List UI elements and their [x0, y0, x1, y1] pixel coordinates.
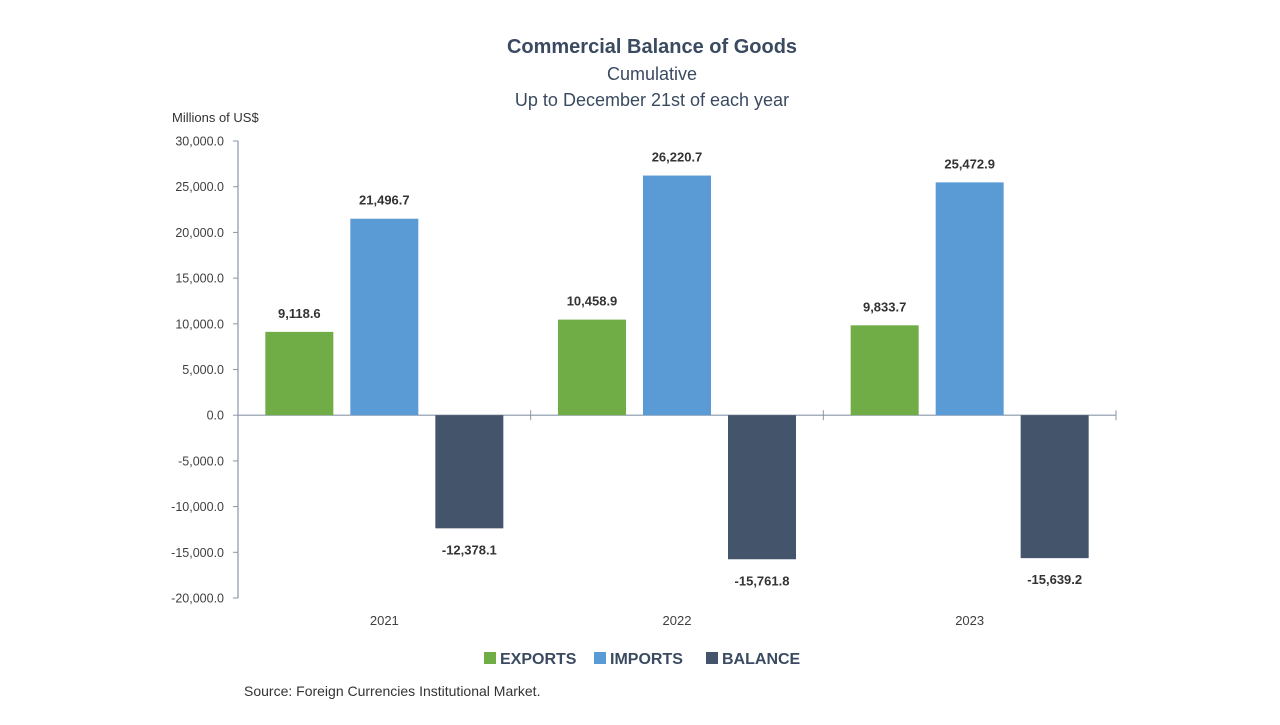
bar-exports-2023 [850, 325, 919, 416]
bar-exports-2022 [558, 319, 626, 416]
chart-title: Commercial Balance of Goods [507, 36, 797, 58]
chart-subtitle-line-1: Cumulative [607, 64, 697, 84]
y-tick-label: 0.0 [207, 409, 224, 423]
label-layer: 2021 9,118.6 21,496.7 -12,378.1 2022 10,458.9… [278, 150, 1082, 628]
legend-label-exports: EXPORTS [500, 651, 577, 668]
bar-imports-2023 [935, 182, 1004, 416]
legend-label-imports: IMPORTS [610, 651, 683, 668]
legend-swatch-balance [706, 652, 718, 664]
x-category-label: 2023 [955, 613, 984, 628]
data-label-exports-2022: 10,458.9 [567, 294, 618, 309]
y-tick-label: 25,000.0 [175, 180, 224, 194]
y-tick-label: 10,000.0 [175, 317, 224, 331]
y-tick-label: 30,000.0 [175, 135, 224, 149]
data-label-balance-2023: -15,639.2 [1027, 572, 1082, 587]
legend: EXPORTS IMPORTS BALANCE [484, 651, 801, 668]
data-label-exports-2023: 9,833.7 [863, 299, 906, 314]
y-tick-label: -15,000.0 [171, 546, 224, 560]
data-label-imports-2021: 21,496.7 [359, 193, 410, 208]
bar-balance-2023 [1020, 415, 1089, 559]
source-note: Source: Foreign Currencies Institutional… [244, 683, 540, 699]
bar-balance-2021 [435, 415, 504, 529]
bar-imports-2021 [350, 218, 419, 416]
data-label-imports-2022: 26,220.7 [652, 150, 703, 165]
legend-label-balance: BALANCE [722, 651, 801, 668]
y-tick-label: -5,000.0 [178, 454, 224, 468]
data-label-balance-2022: -15,761.8 [735, 573, 790, 588]
data-label-balance-2021: -12,378.1 [442, 542, 497, 557]
x-category-label: 2021 [370, 613, 399, 628]
y-tick-label: 15,000.0 [175, 272, 224, 286]
y-tick-label: 5,000.0 [182, 363, 224, 377]
data-label-imports-2023: 25,472.9 [944, 156, 995, 171]
bar-layer [265, 175, 1089, 560]
data-label-exports-2021: 9,118.6 [278, 306, 321, 321]
y-axis-unit-label: Millions of US$ [172, 110, 259, 125]
legend-swatch-imports [594, 652, 606, 664]
bar-balance-2022 [728, 415, 796, 560]
chart-subtitle-line-2: Up to December 21st of each year [515, 90, 789, 110]
legend-swatch-exports [484, 652, 496, 664]
x-category-label: 2022 [663, 613, 692, 628]
y-tick-label: -20,000.0 [171, 592, 224, 606]
bar-imports-2022 [643, 175, 711, 416]
y-tick-label: 20,000.0 [175, 226, 224, 240]
bar-exports-2021 [265, 331, 334, 416]
y-tick-label: -10,000.0 [171, 500, 224, 514]
